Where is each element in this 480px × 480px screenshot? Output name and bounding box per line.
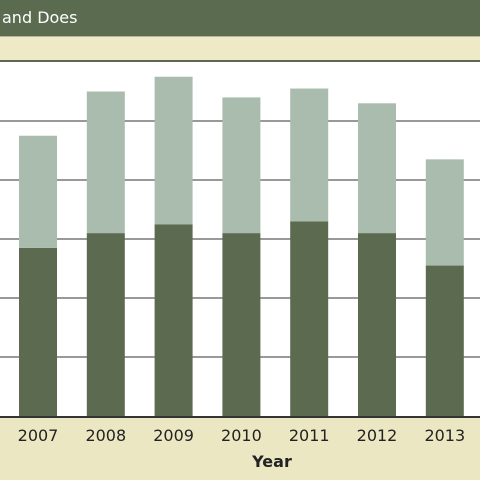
plot-area [0,62,480,416]
bar-2008-segment-1 [86,233,125,416]
bar-2013-segment-2 [425,159,464,266]
bar-2010-segment-1 [222,233,261,416]
bar-2009-segment-1 [154,224,193,416]
bar-2009-segment-2 [154,76,193,225]
title-strip [0,36,480,62]
bar-chart [0,76,480,416]
x-tick-label-2007: 2007 [17,426,59,445]
bar-2011-segment-2 [290,88,329,222]
bar-2007-segment-1 [19,247,57,416]
bar-2011-segment-1 [290,221,329,416]
x-tick-label-2010: 2010 [221,426,262,445]
x-tick-label-2013: 2013 [424,426,466,445]
x-tick-label-2012: 2012 [356,426,398,445]
chart-title: and Does [0,0,480,36]
x-tick-label-2011: 2011 [288,426,330,445]
bar-2007-segment-2 [19,135,57,248]
x-axis-title: Year [252,452,292,471]
x-tick-label-2008: 2008 [85,426,127,445]
bar-2008-segment-2 [86,91,125,234]
bar-2012-segment-2 [358,103,396,234]
bar-2010-segment-2 [222,97,261,234]
x-tick-label-2009: 2009 [153,426,194,445]
x-axis-area: 2007 2008 2009 2010 2011 2012 2013 Year [0,416,480,480]
bar-2012-segment-1 [358,233,396,416]
bar-2013-segment-1 [425,265,464,416]
